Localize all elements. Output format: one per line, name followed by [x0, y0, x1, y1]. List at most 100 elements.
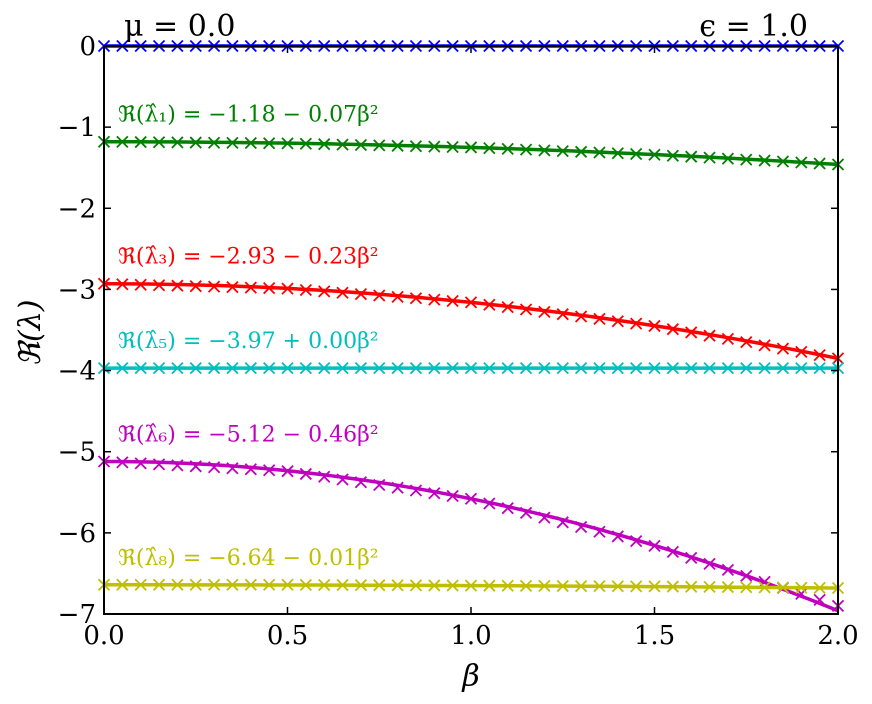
data-point [538, 362, 551, 375]
data-point [134, 135, 147, 149]
data-point [538, 579, 551, 593]
data-point [556, 362, 569, 375]
data-point [354, 578, 368, 592]
data-point [593, 525, 606, 538]
fit-line [104, 140, 839, 167]
series-label: ℜ(λ̂₆) = −5.12 − 0.46β² [118, 422, 379, 447]
data-point [630, 580, 643, 593]
data-point [226, 281, 239, 294]
data-point [336, 362, 349, 375]
series-5 [97, 578, 845, 595]
data-point [189, 136, 202, 149]
data-point [281, 465, 294, 478]
data-point [226, 136, 239, 150]
x-tick-label: 0.5 [267, 621, 308, 651]
mu-annotation: μ = 0.0 [124, 9, 235, 44]
data-point [776, 581, 790, 594]
data-point [630, 147, 643, 161]
data-point [207, 578, 221, 591]
data-point [226, 578, 239, 591]
data-point [281, 137, 294, 150]
data-point [795, 362, 808, 375]
data-point [776, 342, 790, 355]
data-point [574, 362, 588, 375]
y-tick-label: −2 [58, 194, 96, 224]
data-point [740, 153, 753, 166]
data-point [409, 484, 423, 497]
data-point [263, 464, 276, 477]
data-point [740, 362, 753, 375]
series-3 [97, 362, 845, 375]
data-point [354, 476, 368, 489]
data-point [556, 579, 569, 593]
data-point [501, 142, 514, 156]
data-point [116, 362, 129, 375]
x-tick-label: 2.0 [817, 621, 858, 651]
data-point [226, 462, 239, 475]
data-point [813, 349, 826, 362]
data-point [611, 530, 624, 543]
data-point [611, 580, 624, 593]
x-axis-label: β [461, 659, 479, 694]
data-point [464, 492, 478, 505]
data-point [318, 362, 331, 375]
data-point [538, 144, 551, 157]
data-point [593, 580, 606, 593]
data-point [648, 580, 661, 593]
data-point [373, 362, 386, 375]
y-tick-label: 0 [79, 32, 96, 62]
data-point [373, 478, 386, 492]
series-label: ℜ(λ̂₅) = −3.97 + 0.00β² [118, 329, 379, 354]
data-point [593, 362, 606, 375]
data-point [409, 362, 423, 375]
data-point [538, 511, 551, 524]
data-point [446, 489, 459, 503]
data-point [189, 362, 202, 375]
data-point [116, 135, 129, 149]
data-point [134, 278, 147, 291]
data-point [611, 147, 624, 160]
data-point [483, 497, 496, 510]
series-label: ℜ(λ̂₈) = −6.64 − 0.01β² [118, 546, 379, 571]
data-point [116, 278, 129, 291]
data-point [611, 315, 624, 328]
data-point [666, 545, 679, 558]
data-point [758, 581, 771, 594]
y-tick-label: −1 [58, 113, 96, 143]
data-point [171, 362, 184, 375]
tick-layer: 0.0 0.5 1.0 1.5 2.0 0 −1 −2 −3 −4 −5 −6 −7 [58, 32, 859, 651]
x-tick-label: 0.0 [83, 621, 124, 651]
data-point [776, 155, 790, 168]
data-point [336, 473, 349, 486]
data-point [152, 458, 166, 471]
series-label: ℜ(λ̂₃) = −2.93 − 0.23β² [118, 245, 379, 270]
data-point [318, 138, 331, 151]
data-point [721, 580, 735, 594]
data-point [795, 581, 808, 594]
data-point [354, 138, 368, 152]
data-point [336, 138, 349, 151]
data-point [483, 298, 496, 311]
data-point [740, 336, 753, 349]
data-point [428, 140, 441, 153]
data-point [354, 287, 368, 301]
data-point [428, 579, 441, 592]
data-point [391, 139, 404, 152]
y-tick-label: −6 [58, 519, 96, 549]
data-point [171, 279, 184, 292]
data-point [721, 563, 735, 576]
data-point [501, 502, 514, 515]
data-point [464, 362, 478, 375]
data-point [226, 362, 239, 375]
data-point [519, 579, 533, 592]
data-point [630, 362, 643, 375]
data-point [189, 460, 202, 473]
data-point [519, 506, 533, 520]
data-point [519, 303, 533, 316]
data-point [648, 148, 661, 161]
data-point [574, 310, 588, 323]
data-point [263, 362, 276, 375]
data-point [373, 579, 386, 592]
data-point [758, 154, 771, 167]
x-tick-label: 1.0 [450, 621, 491, 651]
